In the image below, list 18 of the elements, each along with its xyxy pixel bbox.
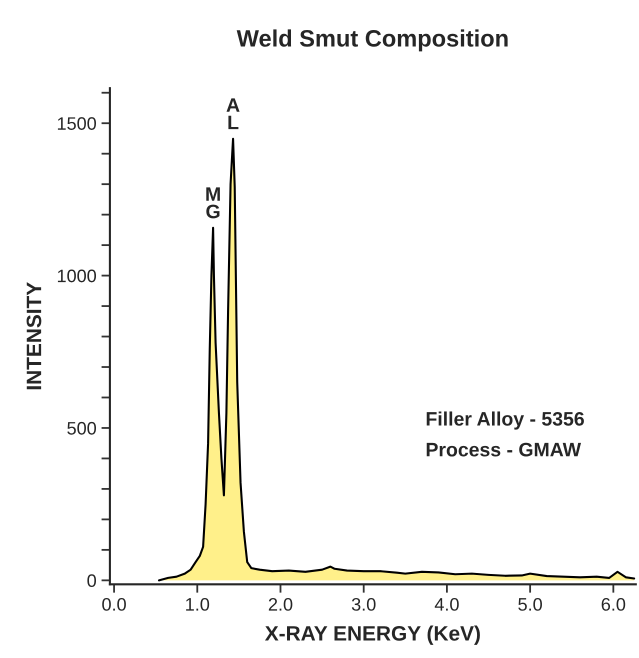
y-tick-label: 500 [67, 422, 96, 435]
y-axis-title: INTENSITY [26, 282, 42, 390]
chart-title: Weld Smut Composition [236, 29, 508, 52]
annotation: Filler Alloy - 5356 [426, 411, 584, 430]
annotation: A L [226, 98, 240, 130]
x-tick-label: 6.0 [602, 598, 626, 611]
x-tick-label: 2.0 [268, 598, 292, 611]
x-axis-title: X-RAY ENERGY (KeV) [264, 625, 480, 645]
x-tick-label: 0.0 [102, 598, 126, 611]
y-tick-label: 1500 [58, 117, 96, 130]
x-tick-label: 4.0 [434, 598, 459, 611]
x-tick-label: 1.0 [186, 598, 210, 611]
annotation: Process - GMAW [426, 442, 582, 456]
x-tick-label: 5.0 [518, 598, 542, 611]
annotation: M G [206, 187, 220, 218]
y-tick-label: 1000 [58, 270, 96, 282]
x-tick-label: 3.0 [352, 598, 376, 611]
y-tick-label: 0 [87, 574, 96, 588]
